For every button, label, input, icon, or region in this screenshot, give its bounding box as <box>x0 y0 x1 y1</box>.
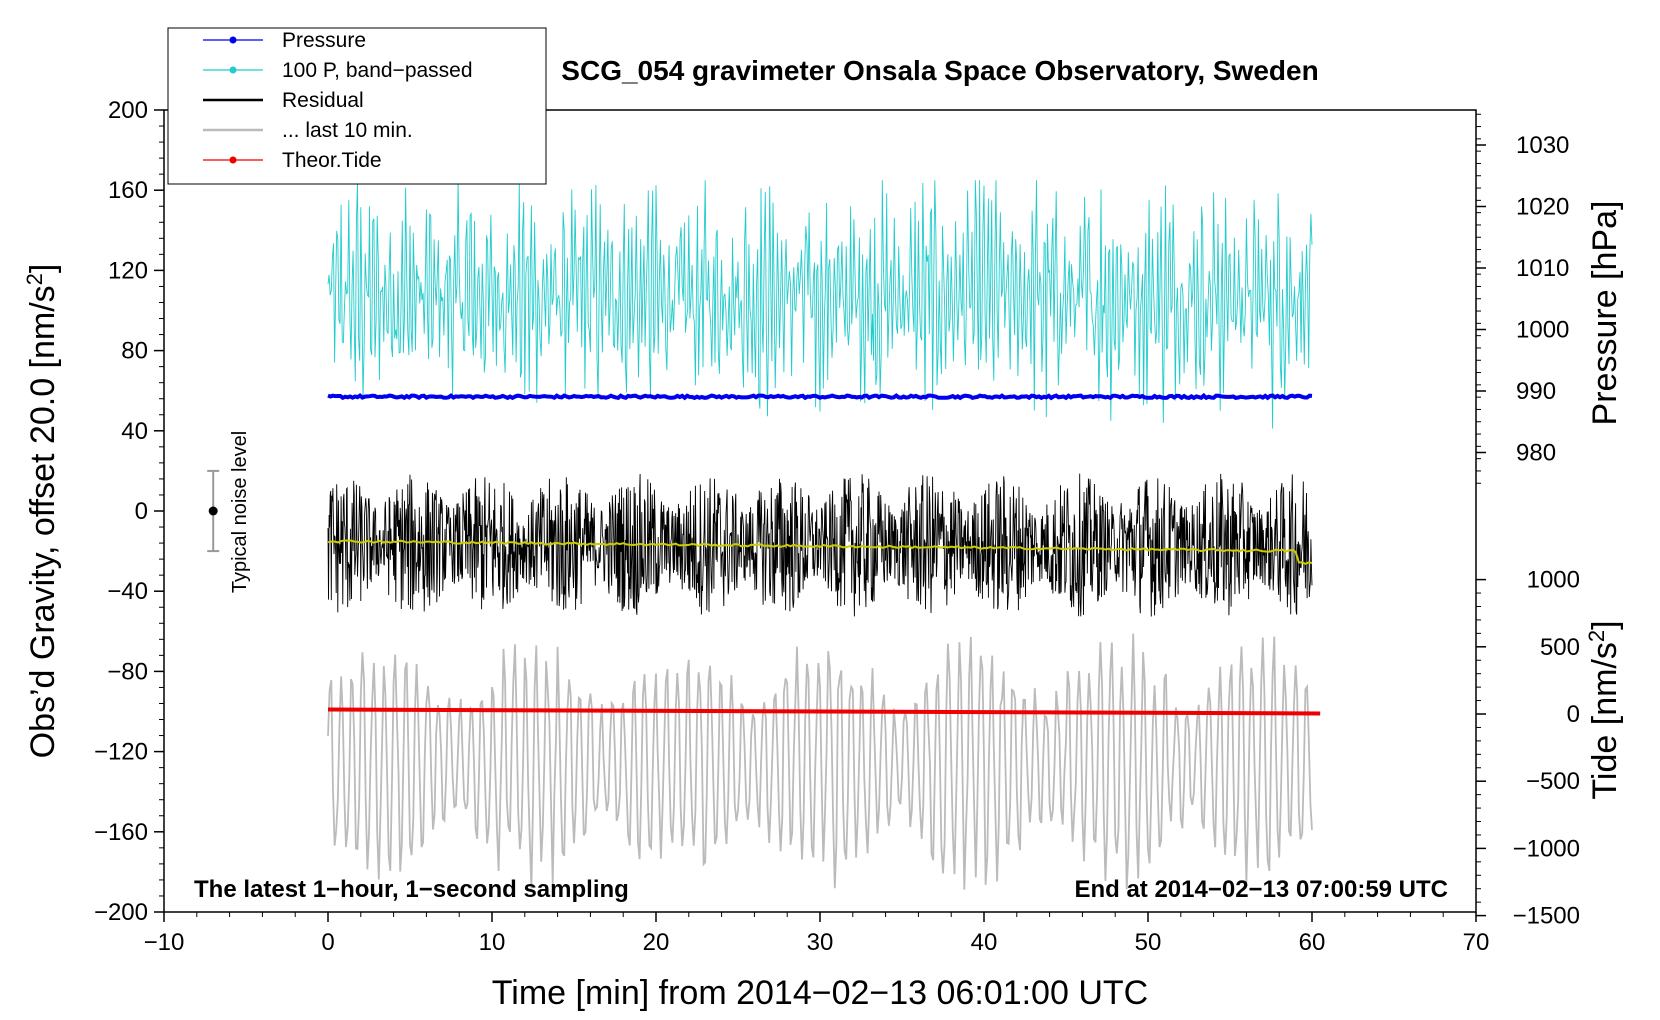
pressure-tick-label: 980 <box>1516 440 1556 467</box>
series-theoretical-tide <box>327 707 1321 716</box>
y-tick-label: 120 <box>108 257 148 284</box>
x-tick-label: 20 <box>643 929 670 956</box>
pressure-axis-ticks: 1030 1020 1010 1000 990 980 <box>1476 113 1569 484</box>
legend-marker <box>229 156 237 164</box>
pressure-tick-label: 990 <box>1516 378 1556 405</box>
pressure-tick-label: 1030 <box>1516 132 1569 159</box>
x-axis-title: Time [min] from 2014−02−13 06:01:00 UTC <box>492 974 1148 1012</box>
legend-marker <box>229 66 237 74</box>
y-axis-ticks: 200 160 120 80 40 0 −40 −80 −120 −160 −200 <box>94 97 164 926</box>
chart-title: SCG_054 gravimeter Onsala Space Observat… <box>561 55 1318 86</box>
tide-tick-label: −500 <box>1526 768 1580 795</box>
series-residual <box>327 473 1313 617</box>
legend-marker <box>229 36 237 44</box>
x-tick-label: 0 <box>321 929 334 956</box>
y-tick-label: −40 <box>107 578 148 605</box>
series-layer <box>327 180 1321 890</box>
tide-tick-label: 500 <box>1540 634 1580 661</box>
y-tick-label: −200 <box>94 899 148 926</box>
pressure-tick-label: 1000 <box>1516 317 1569 344</box>
tide-axis-ticks: 1000 500 0 −500 −1000 −1500 <box>1476 567 1580 930</box>
y-tick-label: 160 <box>108 177 148 204</box>
legend-label: 100 P, band−passed <box>282 59 473 82</box>
y-tick-label: −160 <box>94 819 148 846</box>
y-tick-label: 0 <box>135 498 148 525</box>
legend-label: ... last 10 min. <box>282 119 413 142</box>
x-tick-label: 10 <box>479 929 506 956</box>
x-tick-label: 70 <box>1463 929 1490 956</box>
x-tick-label: −10 <box>144 929 185 956</box>
legend-label: Residual <box>282 89 364 112</box>
y-axis-title-tide: Tide [nm/s2] <box>1584 620 1624 799</box>
y-tick-label: 40 <box>121 418 148 445</box>
tide-tick-label: −1000 <box>1513 835 1580 862</box>
y-tick-label: −120 <box>94 739 148 766</box>
y-tick-label: −80 <box>107 658 148 685</box>
tide-tick-label: 0 <box>1567 701 1580 728</box>
noise-level-indicator <box>207 469 220 553</box>
series-pressure <box>327 392 1313 401</box>
series-last-10-min <box>327 633 1313 890</box>
sampling-note: The latest 1−hour, 1−second sampling <box>194 876 629 903</box>
x-tick-label: 60 <box>1299 929 1326 956</box>
y-axis-title-pressure: Pressure [hPa] <box>1586 201 1624 426</box>
pressure-tick-label: 1010 <box>1516 255 1569 282</box>
legend: Pressure 100 P, band−passed Residual ... la… <box>167 27 547 185</box>
legend-label: Theor.Tide <box>282 149 382 172</box>
legend-label: Pressure <box>282 29 366 52</box>
tide-tick-label: 1000 <box>1527 567 1580 594</box>
series-bandpassed-pressure <box>327 180 1313 429</box>
noise-level-label: Typical noise level <box>229 431 251 593</box>
series-residual-smoothed <box>327 539 1313 566</box>
x-tick-label: 40 <box>971 929 998 956</box>
y-tick-label: 80 <box>121 338 148 365</box>
x-tick-label: 50 <box>1135 929 1162 956</box>
end-time-note: End at 2014−02−13 07:00:59 UTC <box>1074 876 1448 903</box>
noise-bar-point <box>208 506 218 516</box>
pressure-tick-label: 1020 <box>1516 194 1569 221</box>
y-axis-title-main: Obs’d Gravity, offset 20.0 [nm/s2] <box>22 264 62 759</box>
y-tick-label: 200 <box>108 97 148 124</box>
tide-tick-label: −1500 <box>1513 903 1580 930</box>
x-axis-ticks: −10 0 10 20 30 40 50 60 70 <box>144 912 1490 956</box>
x-tick-label: 30 <box>807 929 834 956</box>
